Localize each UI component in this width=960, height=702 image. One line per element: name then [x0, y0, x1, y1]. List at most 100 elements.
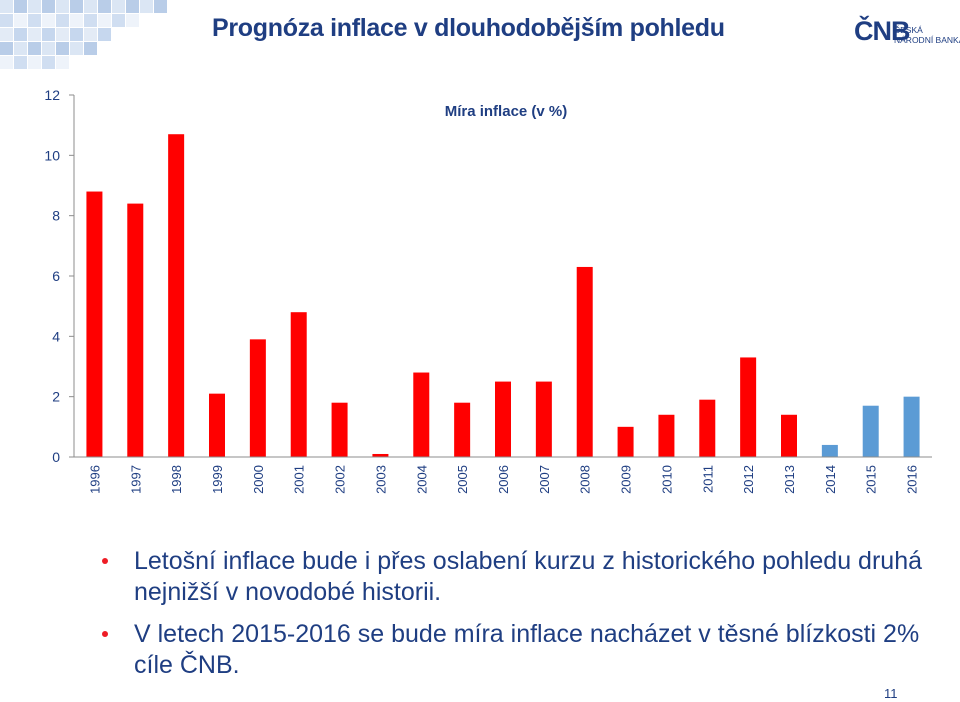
y-tick-label: 6 [52, 268, 60, 284]
mosaic-tile [56, 0, 69, 13]
mosaic-tile [84, 14, 97, 27]
mosaic-tile [70, 42, 83, 55]
x-tick-label: 2007 [537, 465, 552, 494]
mosaic-tile [14, 0, 27, 13]
logo-text-line-1: ČESKÁ [894, 25, 923, 35]
y-axis: 0 2 4 6 8 10 12 [44, 87, 75, 465]
mosaic-tile [42, 42, 55, 55]
page-number: 11 [884, 686, 898, 701]
y-tick-label: 4 [52, 328, 60, 344]
bullet-item: Letošní inflace bude i přes oslabení kur… [100, 546, 930, 608]
mosaic-tile [42, 0, 55, 13]
x-tick-label: 1999 [210, 465, 225, 494]
bar-2012 [740, 357, 757, 457]
x-tick-label: 2014 [823, 465, 838, 494]
x-tick-label: 2002 [333, 465, 348, 494]
x-tick-label: 2011 [700, 465, 715, 493]
mosaic-tile [112, 14, 125, 27]
bars [86, 134, 920, 457]
mosaic-tile [56, 42, 69, 55]
y-tick-label: 8 [52, 208, 60, 224]
x-tick-label: 2003 [373, 465, 388, 494]
mosaic-tile [84, 28, 97, 41]
x-axis: 1996 1997 1998 1999 2000 2001 2002 2003 2004 2005… [74, 456, 932, 494]
mosaic-tile [154, 0, 167, 13]
bar-1996 [86, 191, 103, 457]
mosaic-tile [56, 56, 69, 69]
bar-2009 [617, 426, 634, 457]
bar-2011 [699, 399, 716, 457]
mosaic-tile [70, 28, 83, 41]
x-tick-label: 2001 [292, 465, 307, 494]
mosaic-tile [126, 0, 139, 13]
mosaic-tile [70, 14, 83, 27]
slide-title: Prognóza inflace v dlouhodobějším pohled… [212, 14, 725, 42]
x-tick-label: 2008 [578, 465, 593, 494]
bar-2013 [781, 414, 797, 457]
bar-1998 [168, 134, 185, 457]
mosaic-tile [98, 14, 111, 27]
x-tick-label: 2010 [659, 465, 674, 494]
mosaic-tile [42, 28, 55, 41]
mosaic-tile [28, 0, 41, 13]
mosaic-tile [28, 28, 41, 41]
bar-2007 [535, 381, 552, 457]
mosaic-tile [42, 14, 55, 27]
bar-1999 [209, 393, 225, 457]
chart-title: Míra inflace (v %) [445, 103, 568, 120]
bar-2003 [372, 453, 389, 457]
mosaic-tile [56, 28, 69, 41]
bar-2015 [862, 405, 879, 457]
mosaic-tile [0, 56, 13, 69]
x-tick-label: 2015 [864, 465, 879, 494]
bullet-text: Letošní inflace bude i přes oslabení kur… [134, 547, 923, 606]
x-tick-label: 2009 [619, 465, 634, 494]
x-tick-label: 2012 [741, 465, 756, 494]
x-tick-label: 1996 [87, 465, 102, 494]
mosaic-tile [0, 42, 13, 55]
logo-mark: ČNB [854, 16, 910, 46]
bullet-marker [102, 631, 108, 637]
bar-2002 [331, 402, 348, 457]
mosaic-tile [14, 42, 27, 55]
mosaic-tile [0, 28, 13, 41]
mosaic-tile [14, 56, 27, 69]
mosaic-tile [28, 14, 41, 27]
bullet-text: V letech 2015-2016 se bude míra inflace … [134, 620, 920, 679]
bullet-list: Letošní inflace bude i přes oslabení kur… [100, 546, 930, 692]
mosaic-tile [84, 0, 97, 13]
mosaic-tile [28, 42, 41, 55]
bullet-marker [102, 558, 108, 564]
bar-2001 [290, 312, 307, 457]
bar-2000 [249, 339, 266, 457]
inflation-bar-chart: 0 2 4 6 8 10 12 1996 1997 1998 1999 2000 2001 2002 20… [44, 87, 932, 494]
mosaic-tile [0, 14, 13, 27]
mosaic-tile [0, 0, 13, 13]
y-tick-label: 0 [52, 449, 60, 465]
mosaic-tile [56, 14, 69, 27]
bar-1997 [127, 203, 144, 457]
mosaic-tile [28, 56, 41, 69]
x-tick-label: 2013 [782, 465, 797, 494]
x-tick-label: 2004 [414, 465, 429, 494]
mosaic-tile [70, 0, 83, 13]
cnb-logo: ČNB ČESKÁ NÁRODNÍ BANKA [854, 16, 960, 53]
mosaic-tile [98, 0, 111, 13]
bar-2005 [454, 402, 471, 457]
y-tick-label: 12 [44, 87, 60, 103]
x-tick-label: 1998 [169, 465, 184, 494]
y-tick-label: 2 [52, 389, 60, 405]
mosaic-tile [98, 28, 111, 41]
mosaic-tile [42, 56, 55, 69]
mosaic-tile [126, 14, 139, 27]
bar-2016 [903, 396, 920, 457]
x-tick-label: 1997 [128, 465, 143, 494]
y-tick-label: 10 [44, 147, 60, 163]
mosaic-tile [14, 28, 27, 41]
mosaic-tile [14, 14, 27, 27]
x-tick-label: 2016 [905, 465, 920, 494]
bar-2014 [821, 444, 838, 457]
mosaic-tile [112, 0, 125, 13]
bar-2008 [576, 266, 593, 457]
bullet-item: V letech 2015-2016 se bude míra inflace … [100, 619, 930, 681]
